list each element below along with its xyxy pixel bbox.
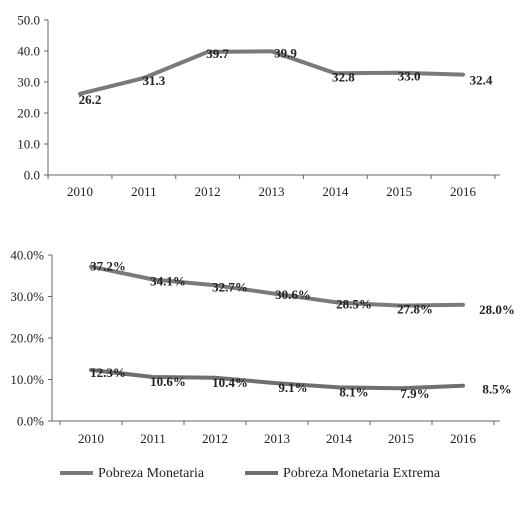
- series-line: [89, 264, 465, 308]
- y-tick-label: 10.0: [17, 137, 40, 152]
- data-label: 8.5%: [482, 382, 511, 397]
- data-label: 26.2: [79, 92, 102, 107]
- x-tick-label: 2010: [78, 431, 104, 446]
- x-tick-label: 2012: [195, 184, 221, 199]
- y-tick-label: 30.0: [17, 75, 40, 90]
- y-tick-label: 10.0%: [10, 372, 44, 387]
- y-tick-label: 20.0%: [10, 331, 44, 346]
- data-label: 8.1%: [339, 384, 368, 399]
- y-tick-label: 0.0: [24, 168, 40, 183]
- series-line: [78, 49, 465, 96]
- x-tick-label: 2014: [326, 431, 353, 446]
- data-label: 34.1%: [150, 273, 186, 288]
- data-label: 10.6%: [150, 374, 186, 389]
- data-label: 7.9%: [400, 386, 429, 401]
- data-label: 33.0: [398, 69, 421, 84]
- y-tick-label: 0.0%: [17, 414, 44, 429]
- data-label: 28.0%: [479, 302, 515, 317]
- data-label: 31.3: [142, 73, 165, 88]
- x-tick-label: 2013: [264, 431, 290, 446]
- x-tick-label: 2011: [140, 431, 166, 446]
- x-tick-label: 2015: [386, 184, 412, 199]
- x-tick-label: 2015: [388, 431, 414, 446]
- data-label: 32.7%: [212, 279, 248, 294]
- legend-label: Pobreza Monetaria: [98, 466, 205, 481]
- data-label: 9.1%: [278, 380, 307, 395]
- data-label: 28.5%: [336, 297, 372, 312]
- data-label: 32.4: [470, 73, 493, 88]
- data-label: 30.6%: [275, 287, 311, 302]
- x-tick-label: 2011: [131, 184, 157, 199]
- y-tick-label: 50.0: [17, 13, 40, 28]
- x-tick-label: 2016: [450, 184, 477, 199]
- y-tick-label: 40.0: [17, 44, 40, 59]
- series-line: [89, 368, 465, 391]
- data-label: 37.2%: [90, 259, 126, 274]
- data-label: 10.4%: [212, 375, 248, 390]
- y-tick-label: 20.0: [17, 106, 40, 121]
- x-tick-label: 2012: [202, 431, 228, 446]
- x-tick-label: 2013: [259, 184, 285, 199]
- x-tick-label: 2016: [450, 431, 477, 446]
- data-label: 12.3%: [90, 365, 126, 380]
- data-label: 39.9: [274, 45, 297, 60]
- data-label: 27.8%: [397, 302, 433, 317]
- y-tick-label: 30.0%: [10, 289, 44, 304]
- data-label: 32.8: [332, 69, 355, 84]
- y-tick-label: 40.0%: [10, 248, 44, 263]
- x-tick-label: 2010: [67, 184, 93, 199]
- x-tick-label: 2014: [322, 184, 349, 199]
- legend-label: Pobreza Monetaria Extrema: [283, 466, 441, 481]
- data-label: 39.7: [206, 46, 229, 61]
